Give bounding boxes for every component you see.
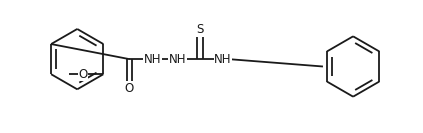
Text: NH: NH: [214, 53, 232, 66]
Text: NH: NH: [168, 53, 186, 66]
Text: S: S: [196, 23, 204, 36]
Text: NH: NH: [143, 53, 161, 66]
Text: O: O: [79, 68, 88, 81]
Text: O: O: [125, 82, 134, 95]
